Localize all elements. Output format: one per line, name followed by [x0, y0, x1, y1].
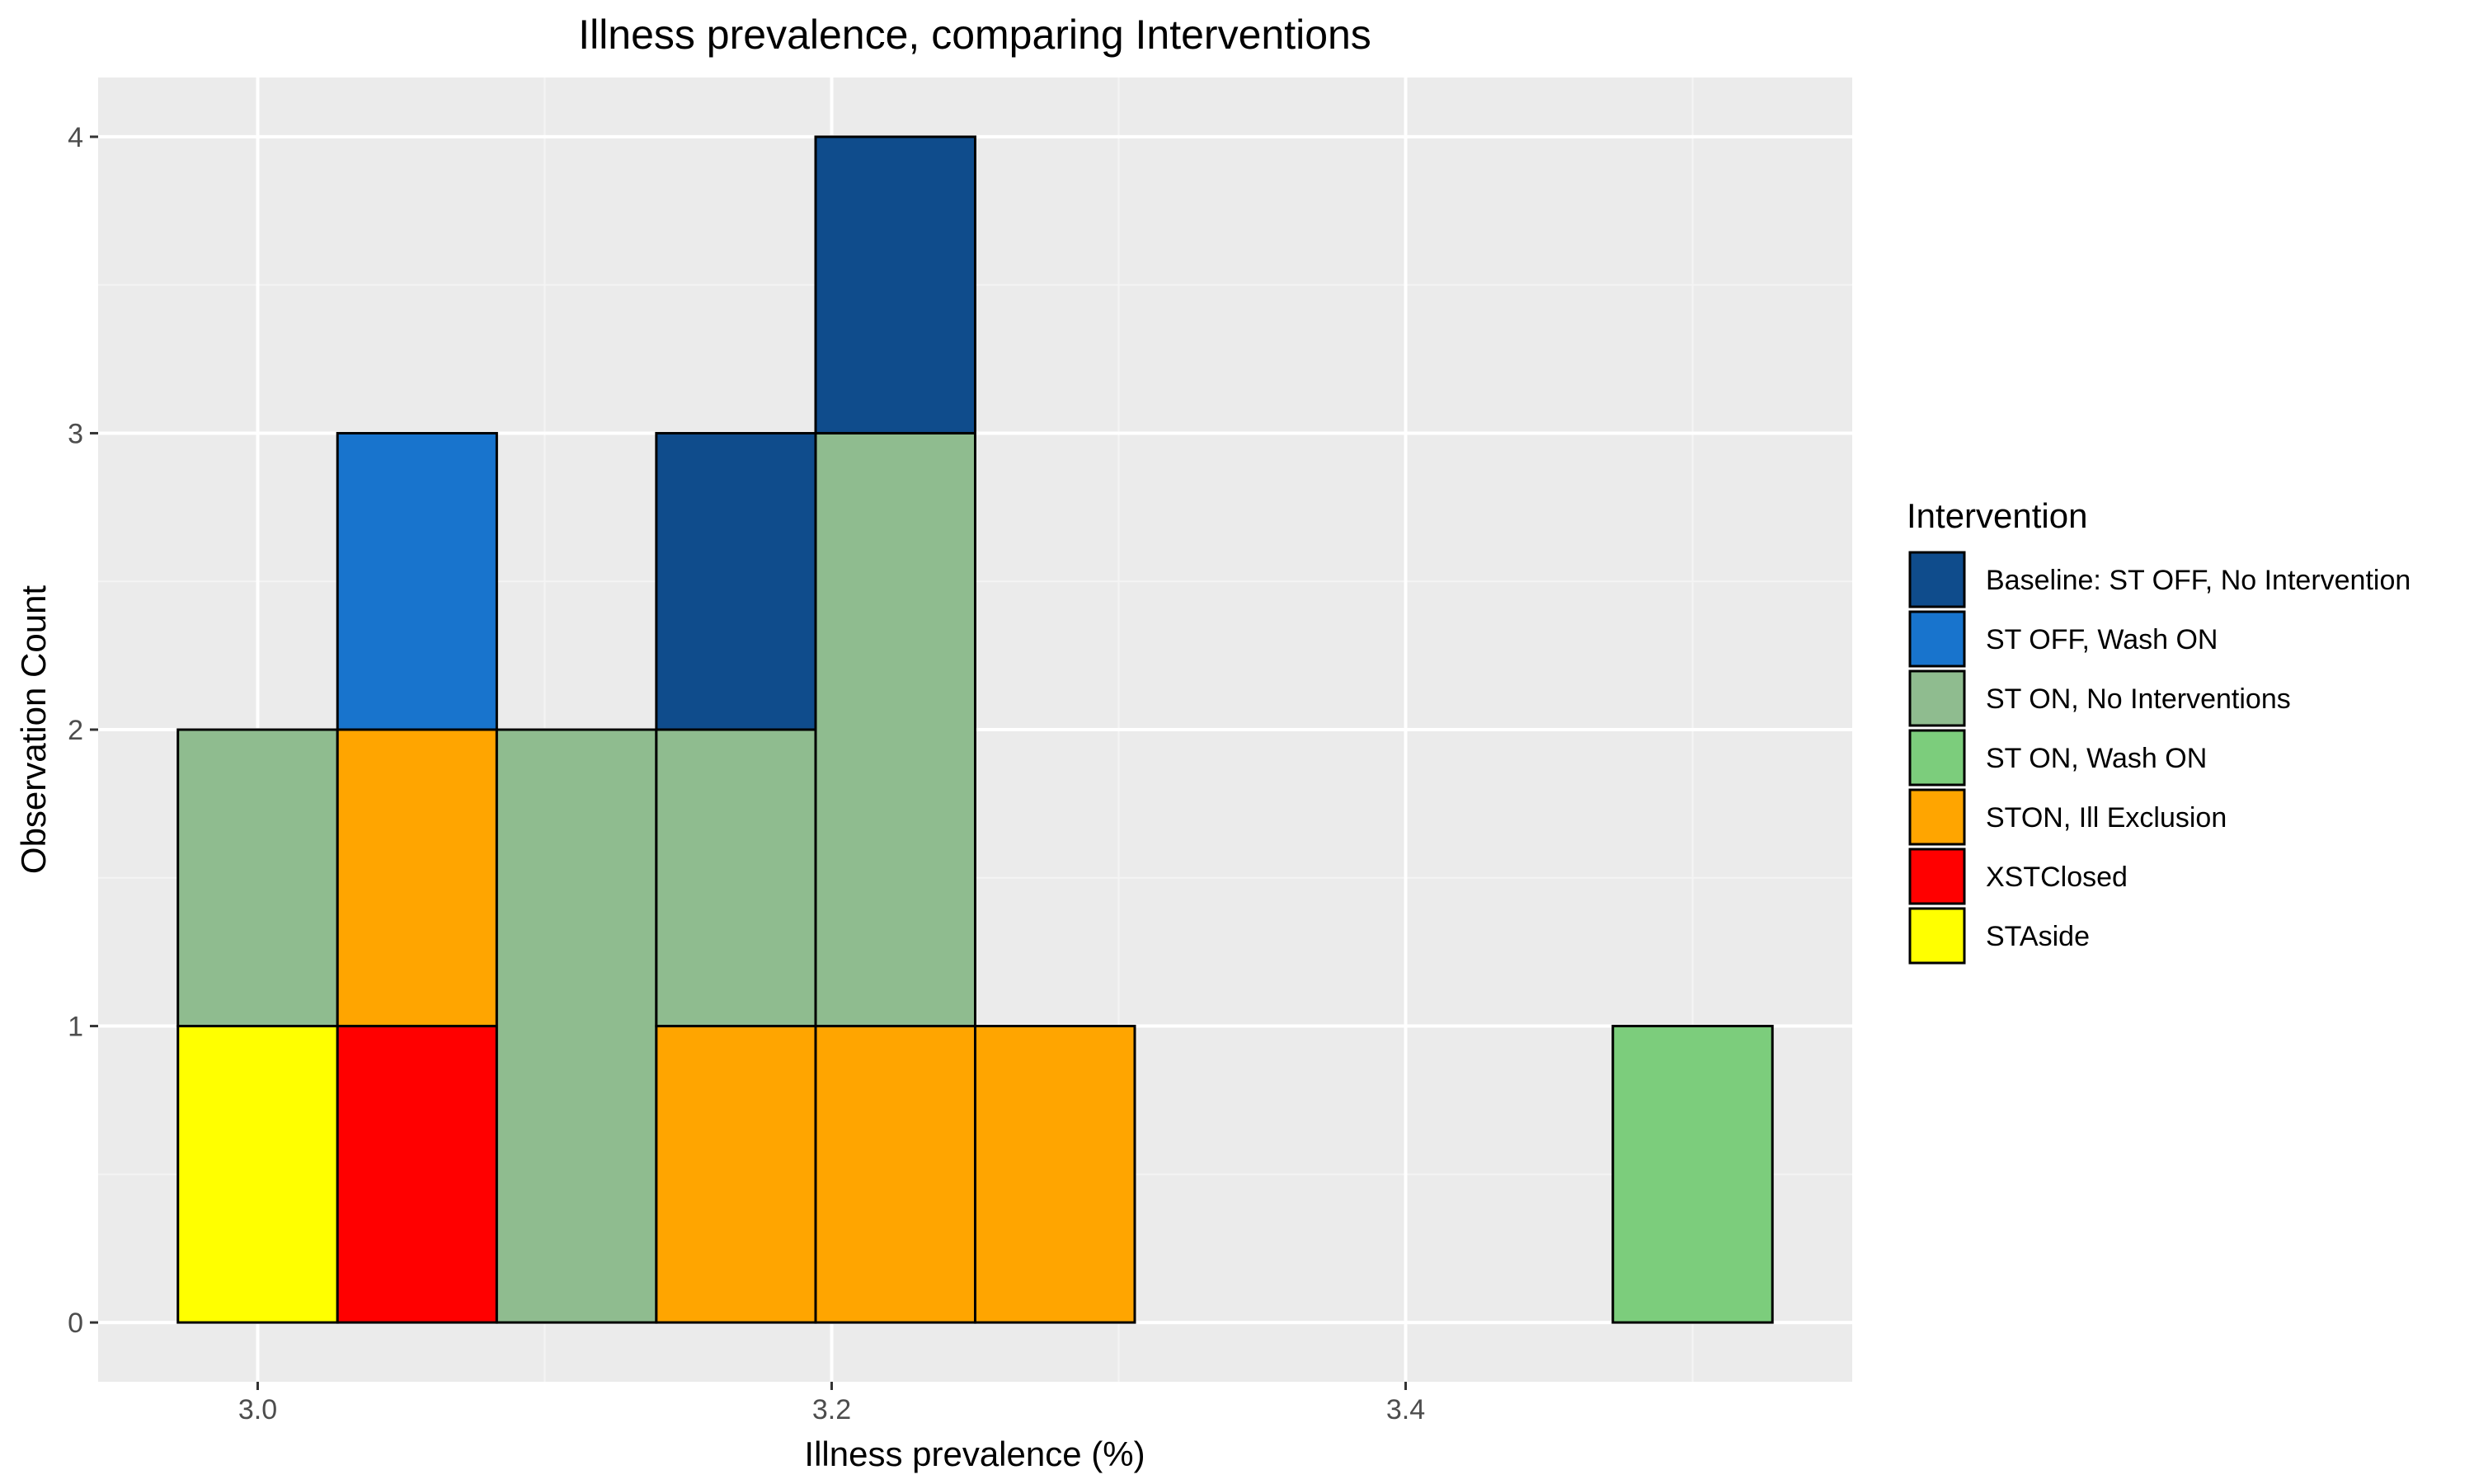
legend-swatch [1908, 729, 1966, 787]
histogram-bar [655, 728, 817, 1028]
bar-stacks [176, 135, 1774, 1324]
x-tick-label: 3.2 [812, 1394, 851, 1425]
legend-label: Baseline: ST OFF, No Intervention [1986, 565, 2411, 596]
x-tick-label: 3.4 [1386, 1394, 1425, 1425]
legend-swatch [1908, 610, 1966, 668]
y-tick-label: 1 [68, 1012, 83, 1043]
histogram-bar [1611, 1025, 1774, 1324]
histogram-bar [814, 135, 977, 434]
legend-label: STAside [1986, 921, 2090, 952]
legend-swatch [1908, 551, 1966, 608]
legend-swatch [1908, 788, 1966, 846]
histogram-bar [336, 431, 498, 731]
x-axis-label: Illness prevalence (%) [804, 1435, 1145, 1473]
histogram-bar [814, 1025, 977, 1324]
histogram-bar [176, 728, 339, 1028]
legend-swatch [1908, 848, 1966, 905]
y-axis-label: Observation Count [14, 585, 53, 875]
legend-label: ST OFF, Wash ON [1986, 624, 2218, 655]
legend: Intervention Baseline: ST OFF, No Interv… [1907, 496, 2411, 965]
axis-ticks: 3.0 3.2 3.4 0 1 2 3 4 [68, 122, 1425, 1425]
legend-items: Baseline: ST OFF, No Intervention ST OFF,… [1908, 551, 2411, 965]
histogram-bar [336, 1025, 498, 1324]
chart-title: Illness prevalence, comparing Interventi… [578, 12, 1371, 58]
legend-label: ST ON, No Interventions [1986, 683, 2291, 715]
legend-label: XSTClosed [1986, 862, 2128, 893]
histogram-bar [336, 728, 498, 1028]
histogram-bar [655, 1025, 817, 1324]
histogram-bar [814, 431, 977, 1028]
legend-swatch [1908, 907, 1966, 965]
histogram-bar [176, 1025, 339, 1324]
histogram-bar [495, 728, 658, 1324]
legend-swatch [1908, 669, 1966, 727]
y-tick-label: 3 [68, 418, 83, 449]
y-tick-label: 2 [68, 715, 83, 746]
histogram-bar [974, 1025, 1136, 1324]
histogram-bar [655, 431, 817, 731]
y-tick-label: 4 [68, 122, 83, 153]
legend-label: STON, Ill Exclusion [1986, 802, 2227, 834]
legend-title: Intervention [1907, 496, 2087, 535]
x-tick-label: 3.0 [238, 1394, 277, 1425]
y-tick-label: 0 [68, 1308, 83, 1339]
legend-label: ST ON, Wash ON [1986, 743, 2207, 774]
